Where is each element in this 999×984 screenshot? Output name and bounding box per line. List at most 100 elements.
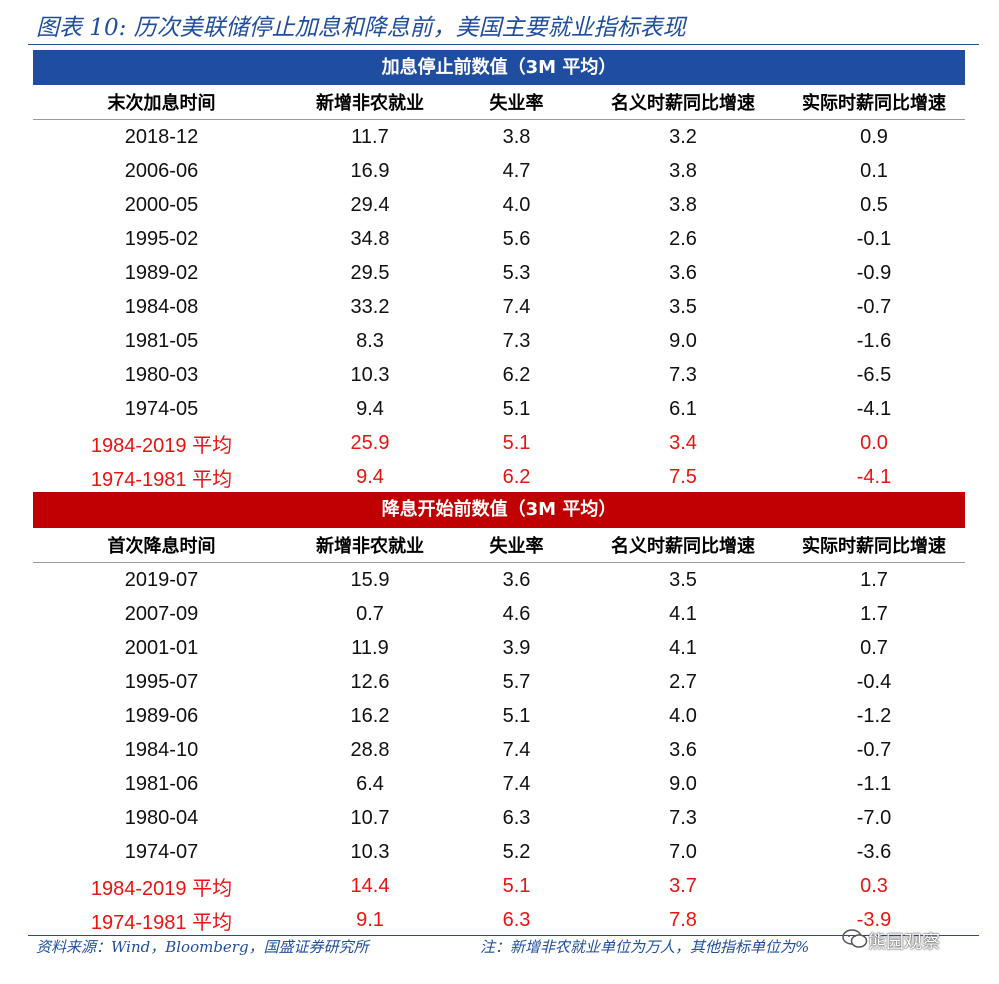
- cell-nominal-wage-growth: 3.8: [669, 193, 697, 216]
- cell-date: 1974-05: [124, 397, 199, 420]
- cell-unemployment-rate: 4.6: [502, 602, 531, 625]
- rate-cut-start-banner: 降息开始前数值（3M 平均）: [33, 492, 965, 528]
- cell-real-wage-growth: -3.6: [856, 840, 892, 863]
- cell-nonfarm-payrolls: 10.7: [350, 806, 390, 829]
- cell-nominal-wage-growth: 3.6: [669, 738, 697, 761]
- cell-date: 2007-09: [124, 602, 199, 625]
- cell-nonfarm-payrolls: 9.4: [356, 465, 384, 488]
- cell-nonfarm-payrolls: 15.9: [350, 568, 390, 591]
- table-row: 1981-06 6.4 7.4 9.0 -1.1: [33, 767, 965, 801]
- cell-unemployment-rate: 5.7: [502, 670, 531, 693]
- cell-unemployment-rate: 4.0: [502, 193, 531, 216]
- table-row: 1989-02 29.5 5.3 3.6 -0.9: [33, 256, 965, 290]
- header-first-cut-date: 首次降息时间: [107, 536, 216, 556]
- rate-cut-start-table: 首次降息时间 新增非农就业 失业率 名义时薪同比增速 实际时薪同比增速 2019…: [33, 528, 965, 937]
- cell-nominal-wage-growth: 4.1: [669, 636, 697, 659]
- cell-real-wage-growth: -4.1: [856, 397, 892, 420]
- cell-date: 2000-05: [124, 193, 199, 216]
- average-row: 1984-2019 平均 25.9 5.1 3.4 0.0: [33, 426, 965, 460]
- cell-date: 1984-2019 平均: [90, 877, 233, 900]
- average-row: 1974-1981 平均 9.1 6.3 7.8 -3.9: [33, 903, 965, 937]
- source-note: 资料来源：Wind，Bloomberg，国盛证券研究所: [36, 938, 369, 956]
- cell-nominal-wage-growth: 7.3: [669, 363, 697, 386]
- cell-real-wage-growth: -1.2: [856, 704, 892, 727]
- table-row: 2018-12 11.7 3.8 3.2 0.9: [33, 120, 965, 154]
- table-row: 1974-07 10.3 5.2 7.0 -3.6: [33, 835, 965, 869]
- header-nominal-wage-growth: 名义时薪同比增速: [611, 93, 755, 113]
- cell-real-wage-growth: -0.1: [856, 227, 892, 250]
- cell-unemployment-rate: 3.8: [502, 125, 531, 148]
- cell-nonfarm-payrolls: 12.6: [350, 670, 390, 693]
- cell-nonfarm-payrolls: 33.2: [350, 295, 390, 318]
- cell-real-wage-growth: -7.0: [856, 806, 892, 829]
- cell-real-wage-growth: 0.7: [860, 636, 888, 659]
- cell-real-wage-growth: -0.4: [856, 670, 892, 693]
- cell-nonfarm-payrolls: 9.1: [356, 908, 384, 931]
- cell-nonfarm-payrolls: 16.9: [350, 159, 390, 182]
- cell-nonfarm-payrolls: 29.4: [350, 193, 390, 216]
- cell-date: 1980-04: [124, 806, 199, 829]
- cell-real-wage-growth: -4.1: [856, 465, 892, 488]
- cell-real-wage-growth: -6.5: [856, 363, 892, 386]
- cell-unemployment-rate: 7.4: [502, 772, 531, 795]
- cell-nonfarm-payrolls: 14.4: [350, 874, 390, 897]
- cell-unemployment-rate: 5.6: [502, 227, 531, 250]
- watermark: 熊园观察: [868, 932, 940, 953]
- table-row: 2007-09 0.7 4.6 4.1 1.7: [33, 597, 965, 631]
- cell-nominal-wage-growth: 7.3: [669, 806, 697, 829]
- cell-unemployment-rate: 5.1: [502, 397, 531, 420]
- average-row: 1974-1981 平均 9.4 6.2 7.5 -4.1: [33, 460, 965, 494]
- cell-nonfarm-payrolls: 10.3: [350, 363, 390, 386]
- cell-date: 1981-06: [124, 772, 199, 795]
- cell-date: 2019-07: [124, 568, 199, 591]
- cell-nonfarm-payrolls: 34.8: [350, 227, 390, 250]
- cell-nonfarm-payrolls: 16.2: [350, 704, 390, 727]
- wechat-icon: [842, 929, 868, 948]
- header-nonfarm-payrolls: 新增非农就业: [316, 536, 424, 556]
- cell-nominal-wage-growth: 3.5: [669, 295, 697, 318]
- cell-unemployment-rate: 7.4: [502, 738, 531, 761]
- header-real-wage-growth: 实际时薪同比增速: [802, 93, 946, 113]
- table-row: 2000-05 29.4 4.0 3.8 0.5: [33, 188, 965, 222]
- table-row: 1981-05 8.3 7.3 9.0 -1.6: [33, 324, 965, 358]
- cell-date: 1995-02: [124, 227, 199, 250]
- cell-date: 1974-1981 平均: [90, 911, 233, 934]
- table-row: 2019-07 15.9 3.6 3.5 1.7: [33, 563, 965, 597]
- table-row: 2001-01 11.9 3.9 4.1 0.7: [33, 631, 965, 665]
- footer-divider: [28, 935, 979, 936]
- cell-nominal-wage-growth: 3.7: [669, 874, 697, 897]
- cell-date: 1995-07: [124, 670, 199, 693]
- cell-unemployment-rate: 5.1: [502, 704, 531, 727]
- cell-nominal-wage-growth: 3.5: [669, 568, 697, 591]
- header-nonfarm-payrolls: 新增非农就业: [316, 93, 424, 113]
- cell-nonfarm-payrolls: 10.3: [350, 840, 390, 863]
- cell-real-wage-growth: -0.7: [856, 738, 892, 761]
- unit-note: 注：新增非农就业单位为万人，其他指标单位为%: [480, 938, 810, 956]
- cell-date: 1989-02: [124, 261, 199, 284]
- header-nominal-wage-growth: 名义时薪同比增速: [611, 536, 755, 556]
- cell-unemployment-rate: 5.2: [502, 840, 531, 863]
- cell-real-wage-growth: -0.9: [856, 261, 892, 284]
- cell-real-wage-growth: 0.0: [860, 431, 888, 454]
- cell-unemployment-rate: 6.3: [502, 908, 531, 931]
- cell-nominal-wage-growth: 7.5: [669, 465, 697, 488]
- rate-hike-stop-table: 末次加息时间 新增非农就业 失业率 名义时薪同比增速 实际时薪同比增速 2018…: [33, 85, 965, 494]
- cell-nonfarm-payrolls: 29.5: [350, 261, 390, 284]
- cell-real-wage-growth: 0.9: [860, 125, 888, 148]
- cell-real-wage-growth: 0.1: [860, 159, 888, 182]
- cell-unemployment-rate: 4.7: [502, 159, 531, 182]
- header-last-hike-date: 末次加息时间: [107, 93, 216, 113]
- cell-real-wage-growth: -1.6: [856, 329, 892, 352]
- cell-nominal-wage-growth: 9.0: [669, 329, 697, 352]
- cell-date: 1989-06: [124, 704, 199, 727]
- cell-nominal-wage-growth: 3.8: [669, 159, 697, 182]
- cell-nonfarm-payrolls: 0.7: [356, 602, 384, 625]
- cell-nominal-wage-growth: 2.7: [669, 670, 697, 693]
- cell-nominal-wage-growth: 3.6: [669, 261, 697, 284]
- title-divider: [28, 44, 979, 45]
- cell-unemployment-rate: 5.1: [502, 431, 531, 454]
- cell-unemployment-rate: 3.9: [502, 636, 531, 659]
- cell-nonfarm-payrolls: 28.8: [350, 738, 390, 761]
- table-body: 2018-12 11.7 3.8 3.2 0.9 2006-06 16.9 4.7 3.8 0.1…: [33, 120, 965, 494]
- cell-nominal-wage-growth: 6.1: [669, 397, 697, 420]
